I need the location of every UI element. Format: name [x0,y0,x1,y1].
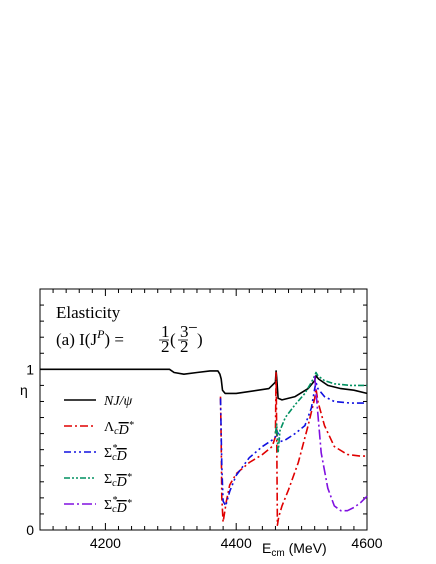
x-tick-label: 4400 [221,535,252,551]
svg-text:(: ( [170,330,176,349]
annotation-elasticity: Elasticity [56,303,121,322]
svg-text:−: − [188,318,198,337]
svg-text:1: 1 [161,322,170,341]
y-tick-label: 0 [26,522,34,538]
legend-label-4: Σ* cD* [104,495,132,516]
svg-text:3: 3 [180,322,189,341]
y-axis-label: η [20,382,28,398]
plot-frame [39,288,368,531]
series-line-3 [274,371,367,454]
x-tick-label: 4200 [90,535,121,551]
x-axis-label: Ecm (MeV) [262,540,327,559]
legend-label-3: ΣcD* [104,472,132,490]
y-tick-label: 1 [26,361,34,377]
svg-text:2: 2 [161,337,170,356]
legend-label-2: Σ* cD [104,443,127,464]
panel-annotation: Elasticity (a) I(JP) = 1 2 ( 3 2 − ) [56,303,203,356]
series-line-1 [219,371,367,526]
fraction-three-halves: 3 2 − [178,318,198,356]
x-tick-label: 4600 [351,535,382,551]
annotation-quantum-numbers: (a) I(JP) = [56,327,124,349]
series-line-4 [313,375,368,512]
legend-label-1: ΛcD* [104,420,134,438]
svg-text:): ) [197,330,203,349]
series-line-0 [40,368,368,401]
legend-label-0: NJ/ψ [103,394,132,409]
axis-ticks: 4200 4400 4600 0 1 [26,289,383,551]
fraction-one-half: 1 2 [159,322,170,356]
svg-text:2: 2 [180,337,189,356]
series-layer [40,368,368,526]
legend: NJ/ψ ΛcD* Σ* cD ΣcD* Σ* cD* [64,394,134,516]
series-line-2 [219,381,367,507]
